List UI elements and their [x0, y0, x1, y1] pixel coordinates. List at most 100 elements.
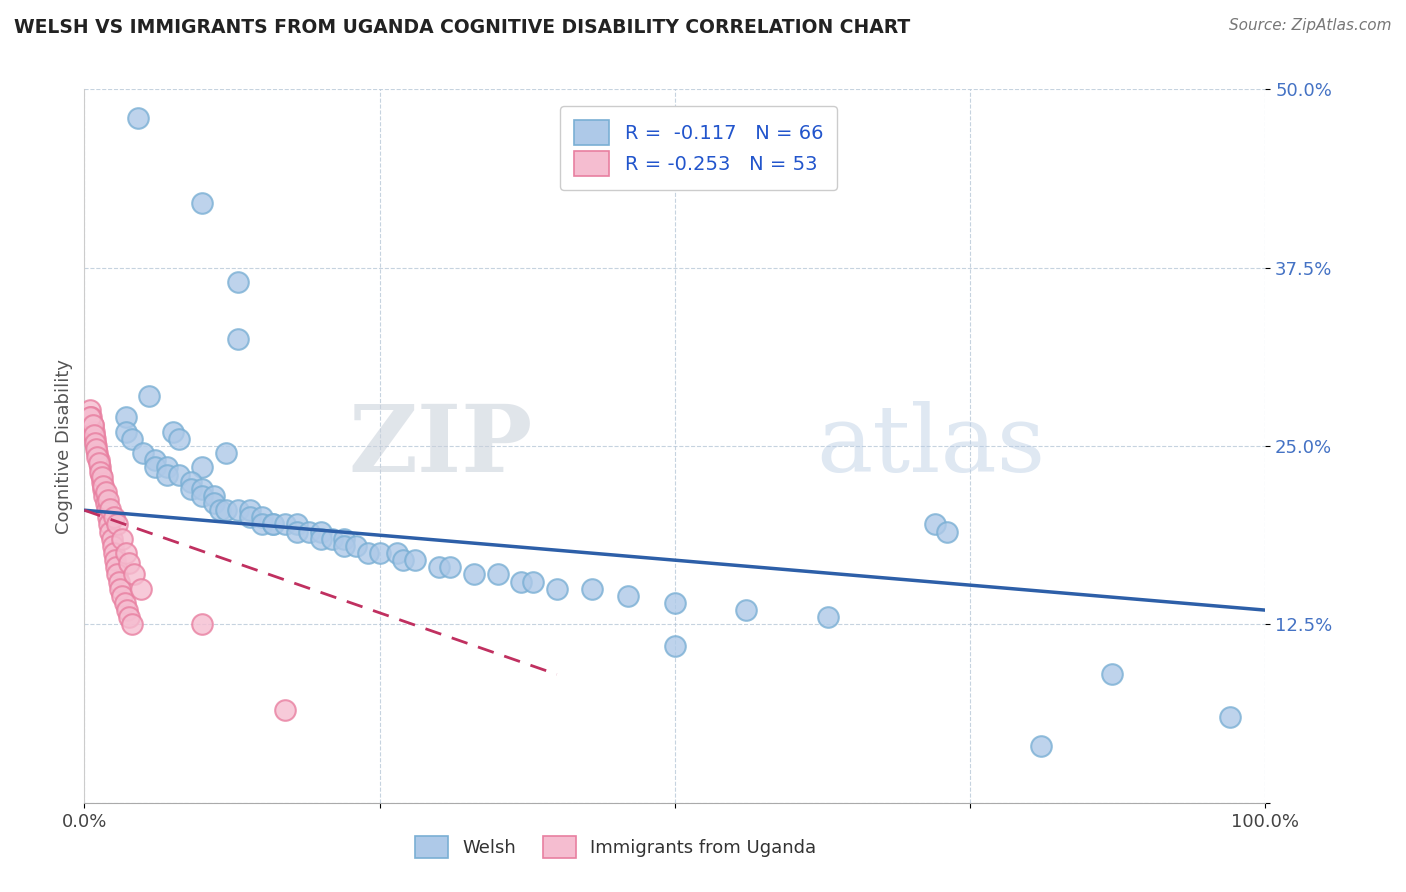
Point: [935, 524, 957, 539]
Point: [89, 460, 111, 475]
Point: [84, 436, 107, 450]
Point: [107, 517, 129, 532]
Point: [162, 425, 184, 439]
Text: WELSH VS IMMIGRANTS FROM UGANDA COGNITIVE DISABILITY CORRELATION CHART: WELSH VS IMMIGRANTS FROM UGANDA COGNITIV…: [14, 18, 910, 37]
Point: [1219, 710, 1241, 724]
Point: [333, 532, 356, 546]
Point: [86, 450, 108, 465]
Point: [180, 475, 202, 489]
Point: [924, 517, 946, 532]
Point: [129, 582, 152, 596]
Point: [664, 596, 686, 610]
Point: [103, 546, 125, 560]
Point: [79, 403, 101, 417]
Point: [226, 275, 249, 289]
Point: [333, 539, 356, 553]
Point: [91, 479, 114, 493]
Point: [98, 501, 121, 516]
Point: [91, 475, 114, 489]
Point: [274, 703, 297, 717]
Point: [1101, 667, 1123, 681]
Point: [239, 503, 262, 517]
Point: [250, 517, 273, 532]
Point: [309, 524, 332, 539]
Point: [114, 596, 136, 610]
Point: [98, 517, 121, 532]
Point: [616, 589, 638, 603]
Point: [121, 617, 143, 632]
Point: [262, 517, 284, 532]
Point: [156, 460, 179, 475]
Point: [100, 532, 122, 546]
Point: [734, 603, 756, 617]
Point: [404, 553, 426, 567]
Point: [127, 111, 149, 125]
Point: [97, 510, 120, 524]
Point: [202, 489, 225, 503]
Point: [89, 465, 111, 479]
Point: [94, 484, 117, 499]
Point: [87, 456, 110, 470]
Point: [486, 567, 509, 582]
Point: [664, 639, 686, 653]
Point: [97, 493, 120, 508]
Point: [84, 432, 107, 446]
Point: [79, 410, 101, 425]
Point: [94, 496, 117, 510]
Point: [90, 467, 112, 482]
Point: [285, 524, 308, 539]
Point: [114, 546, 136, 560]
Point: [108, 582, 131, 596]
Point: [344, 539, 367, 553]
Point: [103, 510, 125, 524]
Point: [357, 546, 380, 560]
Point: [1029, 739, 1052, 753]
Point: [226, 503, 249, 517]
Point: [191, 489, 214, 503]
Point: [392, 553, 415, 567]
Point: [191, 617, 214, 632]
Y-axis label: Cognitive Disability: Cognitive Disability: [55, 359, 73, 533]
Point: [121, 432, 143, 446]
Point: [105, 560, 128, 574]
Point: [118, 610, 141, 624]
Point: [83, 425, 105, 439]
Point: [107, 567, 129, 582]
Point: [82, 417, 104, 432]
Legend: Welsh, Immigrants from Uganda: Welsh, Immigrants from Uganda: [408, 829, 824, 865]
Text: ZIP: ZIP: [349, 401, 533, 491]
Point: [91, 470, 114, 484]
Point: [167, 432, 190, 446]
Point: [138, 389, 160, 403]
Point: [84, 439, 107, 453]
Point: [96, 503, 118, 517]
Point: [167, 467, 190, 482]
Point: [274, 517, 297, 532]
Point: [250, 510, 273, 524]
Point: [122, 567, 145, 582]
Point: [546, 582, 568, 596]
Point: [209, 503, 232, 517]
Point: [118, 556, 141, 570]
Point: [87, 453, 110, 467]
Point: [83, 427, 105, 442]
Point: [104, 553, 127, 567]
Point: [215, 446, 238, 460]
Point: [191, 196, 214, 211]
Point: [510, 574, 533, 589]
Point: [427, 560, 450, 574]
Point: [439, 560, 461, 574]
Point: [156, 467, 179, 482]
Point: [86, 446, 108, 460]
Point: [93, 489, 115, 503]
Point: [191, 482, 214, 496]
Point: [111, 532, 134, 546]
Point: [80, 410, 103, 425]
Point: [84, 442, 107, 456]
Point: [309, 532, 332, 546]
Point: [115, 603, 138, 617]
Point: [91, 482, 114, 496]
Point: [285, 517, 308, 532]
Text: Source: ZipAtlas.com: Source: ZipAtlas.com: [1229, 18, 1392, 33]
Point: [82, 417, 104, 432]
